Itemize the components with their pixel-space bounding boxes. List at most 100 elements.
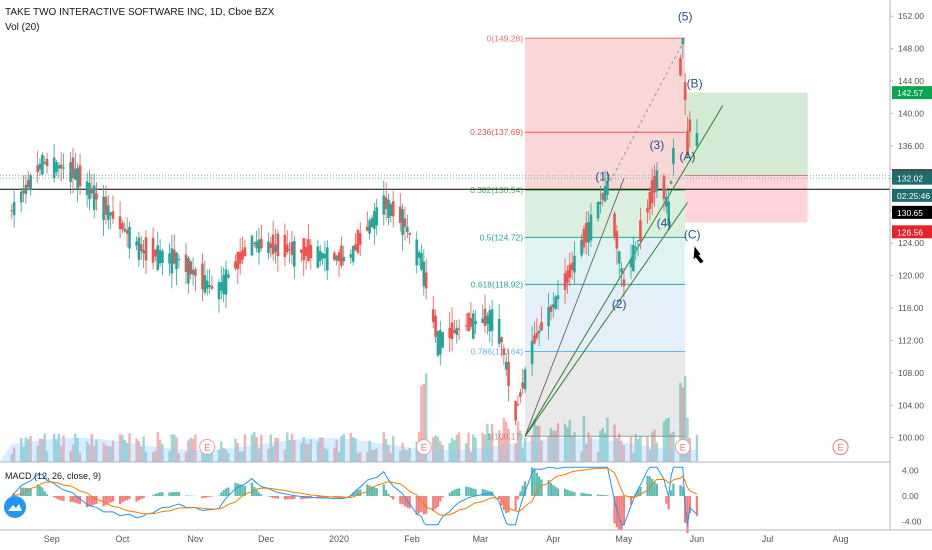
macd-histogram-bar xyxy=(253,486,256,496)
macd-axis-tick: 0.00 xyxy=(902,491,919,501)
candle-body xyxy=(276,233,280,257)
macd-histogram-bar xyxy=(156,493,159,496)
volume-bar xyxy=(224,449,228,462)
volume-bar xyxy=(662,421,666,462)
long-position-tool[interactable] xyxy=(685,92,808,223)
profit-zone xyxy=(685,92,808,176)
macd-histogram-bar xyxy=(540,479,543,496)
macd-histogram-bar xyxy=(382,484,385,496)
volume-bar xyxy=(488,433,491,462)
candle-body xyxy=(121,222,124,230)
volume-bar xyxy=(316,441,320,462)
tradingview-logo-icon[interactable] xyxy=(4,496,26,518)
volume-bar xyxy=(370,449,374,462)
wave-label: (3) xyxy=(650,138,665,152)
fibonacci-retracement[interactable]: 0(149.28) 0.236(137.69) 0.382(130.54) 0.5(1… xyxy=(470,33,686,441)
macd-histogram-bar xyxy=(439,496,442,502)
candle-body xyxy=(283,235,287,258)
candle-body xyxy=(523,369,527,390)
macd-histogram-bar xyxy=(222,490,225,496)
volume-bar xyxy=(260,434,263,462)
candle-body xyxy=(387,199,390,219)
volume-bar xyxy=(420,385,423,462)
macd-histogram-bar xyxy=(587,493,590,496)
fib-level-label: 0(149.28) xyxy=(487,33,524,43)
candle-body xyxy=(288,249,291,251)
volume-bar xyxy=(389,452,393,462)
candle-body xyxy=(438,330,442,355)
volume-bar xyxy=(220,441,223,462)
macd-histogram-bar xyxy=(498,496,501,500)
volume-bar xyxy=(333,447,336,462)
elliott-wave-labels[interactable]: (5) (B) (3) (A) (1) (4) (C) (2) xyxy=(595,9,704,311)
macd-histogram-bar xyxy=(613,496,616,524)
volume-bar xyxy=(257,448,261,462)
volume-bar xyxy=(554,430,557,462)
candle-body xyxy=(441,332,444,348)
candle-body xyxy=(424,272,428,289)
macd-histogram-bar xyxy=(486,490,489,496)
macd-histogram-bar xyxy=(667,496,670,510)
candle-body xyxy=(516,404,520,406)
candle-body xyxy=(194,269,197,277)
candle-body xyxy=(187,257,190,284)
candle-body xyxy=(502,348,506,355)
macd-histogram-bar xyxy=(533,468,536,496)
macd-histogram-bar xyxy=(86,496,89,508)
volume-bar xyxy=(187,440,190,462)
volume-bar xyxy=(135,438,138,462)
projection-line xyxy=(607,38,686,187)
volume-bar xyxy=(191,438,195,462)
volume-bar xyxy=(422,383,426,462)
time-axis[interactable]: Sep Oct Nov Dec 2020 Feb Mar Apr May Jun Jul Aug xyxy=(44,534,849,544)
candle-body xyxy=(109,212,112,216)
candle-body xyxy=(74,168,77,180)
candle-body xyxy=(205,280,209,289)
candle-body xyxy=(401,209,404,235)
macd-histogram-bar xyxy=(201,496,204,499)
earnings-label: E xyxy=(204,443,210,453)
volume-bar xyxy=(276,438,280,462)
volume-bar xyxy=(175,437,178,462)
candle-body xyxy=(349,254,353,258)
candle-body xyxy=(85,181,89,195)
volume-bar xyxy=(288,440,291,462)
candle-body xyxy=(500,337,503,343)
candle-body xyxy=(135,241,138,246)
volume-bar xyxy=(486,423,489,462)
volume-bar xyxy=(203,451,207,462)
macd-histogram-bar xyxy=(168,492,171,496)
earnings-label: E xyxy=(838,443,844,453)
candle-body xyxy=(260,238,263,249)
candle-body xyxy=(662,176,666,200)
candle-body xyxy=(507,361,510,386)
candle-body xyxy=(453,329,456,333)
volume-bar xyxy=(408,448,411,462)
candle-body xyxy=(102,196,105,221)
macd-histogram-bar xyxy=(629,496,633,505)
candle-body xyxy=(92,185,96,210)
macd-histogram-bar xyxy=(622,496,626,526)
volume-bar xyxy=(201,445,204,462)
candle-body xyxy=(686,130,689,156)
macd-histogram-bar xyxy=(24,487,27,496)
macd-histogram-bar xyxy=(505,496,508,514)
volume-bar xyxy=(319,437,322,462)
volume-bar xyxy=(243,434,247,462)
wave-label: (1) xyxy=(595,170,610,184)
price-axis-tick: 100.00 xyxy=(898,433,924,443)
volume-bar xyxy=(41,438,44,462)
macd-histogram-bar xyxy=(408,496,411,509)
candle-body xyxy=(636,240,640,242)
macd-histogram-bar xyxy=(514,496,517,510)
macd-histogram-bar xyxy=(469,487,472,496)
volume-bar xyxy=(184,452,188,462)
candle-body xyxy=(172,249,176,264)
macd-histogram-bar xyxy=(606,495,609,496)
volume-bar xyxy=(19,437,23,462)
candle-body xyxy=(474,321,477,324)
candle-body xyxy=(29,175,32,191)
